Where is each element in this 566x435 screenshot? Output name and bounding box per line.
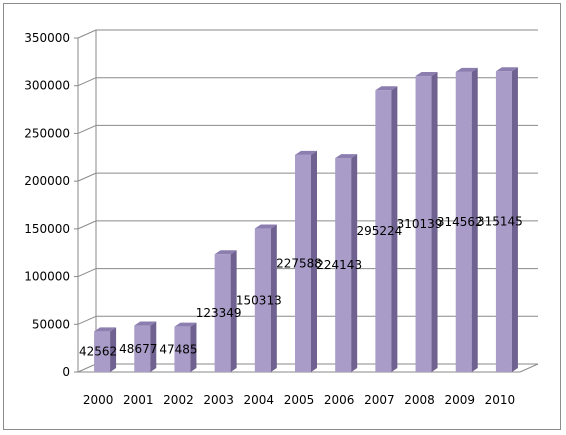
bar-side [391,86,398,372]
bar-side [110,327,117,372]
x-tick-label: 2002 [163,393,194,407]
y-tick-label: 50000 [32,317,70,331]
data-label: 315145 [477,215,523,229]
data-label: 123349 [196,306,242,320]
bar [375,90,392,372]
data-label: 48677 [119,342,157,356]
y-tick-label: 150000 [24,222,70,236]
x-tick-label: 2010 [485,393,516,407]
bar-side [471,67,478,372]
x-tick-label: 2009 [444,393,475,407]
x-tick-label: 2003 [203,393,234,407]
x-tick-label: 2001 [123,393,154,407]
bar [495,71,512,372]
x-tick-label: 2004 [244,393,275,407]
data-label: 314562 [437,215,483,229]
data-label: 47485 [159,342,197,356]
bar [335,158,352,372]
bar-top [94,327,117,332]
bar-side [270,224,277,372]
bar-top [174,322,197,327]
bar [415,76,432,372]
y-tick-label: 100000 [24,270,70,284]
bar-side [511,67,518,372]
bar-side [150,321,157,372]
bar [134,325,151,372]
data-label: 224143 [316,258,362,272]
data-label: 295224 [356,224,402,238]
gridline-diagonal [77,268,97,278]
data-label: 227588 [276,256,322,270]
bar-side [311,150,317,372]
gridline-diagonal [77,29,97,39]
bar [455,71,472,372]
y-tick-label: 200000 [24,174,70,188]
data-label: 150313 [236,293,282,307]
bar-top [214,250,237,255]
bar-top [495,67,518,72]
bar-top [455,67,478,72]
gridline-diagonal [77,315,97,325]
bar-side [190,322,197,372]
y-tick-label: 300000 [24,79,70,93]
floor-right-edge [519,363,539,373]
bar-top [375,86,398,91]
bar [295,154,311,372]
bar-side [431,72,438,372]
data-label: 42562 [79,345,117,359]
gridline-diagonal [77,172,97,182]
bar-side [230,250,237,372]
bar-top [295,150,317,155]
data-label: 310139 [397,217,443,231]
bar-top [134,321,157,326]
gridline-diagonal [77,124,97,134]
bar-top [335,154,358,159]
gridline-diagonal [77,220,97,230]
bar [254,228,271,372]
x-tick-label: 2000 [83,393,114,407]
gridline-diagonal [77,363,97,373]
x-tick-label: 2008 [404,393,435,407]
bar [214,254,231,372]
bar [94,331,111,372]
bar-top [415,72,438,77]
x-tick-label: 2006 [324,393,355,407]
y-tick-label: 250000 [24,126,70,140]
gridline-diagonal [77,77,97,87]
bar-top [254,224,277,229]
x-tick-label: 2007 [364,393,395,407]
bar-side [351,154,358,372]
y-tick-label: 350000 [24,31,70,45]
x-tick-label: 2005 [284,393,315,407]
y-tick-label: 0 [62,365,70,379]
bar [174,326,191,372]
